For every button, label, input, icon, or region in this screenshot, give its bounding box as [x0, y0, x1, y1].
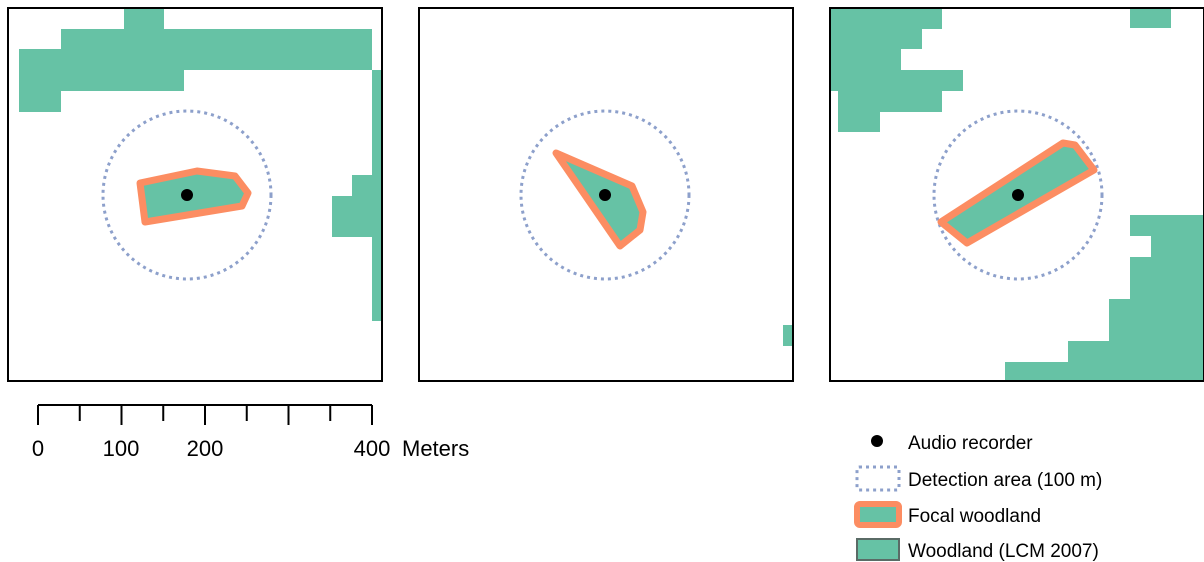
- focal-woodland-patch: [136, 167, 252, 226]
- legend-item-focal-woodland: Focal woodland: [854, 501, 1041, 528]
- legend-detection-symbol: [855, 465, 901, 492]
- scale-label-200: 200: [187, 436, 224, 461]
- woodland-patch-northwest: [830, 8, 963, 132]
- woodland-patch-southeast: [1005, 215, 1204, 381]
- legend-focal-symbol: [854, 501, 902, 528]
- audio-recorder-dot: [1012, 189, 1024, 201]
- legend-item-woodland-lcm: Woodland (LCM 2007): [856, 538, 1099, 562]
- map-panel-3-frame: [829, 7, 1204, 382]
- scale-bar-ticks: [37, 405, 373, 425]
- woodland-patch-east-strip: [332, 70, 382, 321]
- map-panel-3: [829, 7, 1204, 382]
- audio-recorder-dot: [181, 189, 193, 201]
- scale-unit-label: Meters: [402, 436, 469, 461]
- detection-area-circle: [932, 109, 1104, 281]
- legend-label-audio-recorder: Audio recorder: [908, 433, 1033, 454]
- map-panel-2-frame: [418, 7, 794, 382]
- map-panel-1: [7, 7, 383, 382]
- legend-woodland-symbol: [856, 538, 900, 561]
- map-panel-2: [418, 7, 794, 382]
- woodland-patch-north: [19, 8, 372, 112]
- legend-item-audio-recorder: Audio recorder: [871, 433, 1033, 454]
- legend-label-detection-area: Detection area (100 m): [908, 470, 1102, 491]
- woodland-patch-small: [783, 325, 793, 346]
- detection-area-circle: [101, 109, 273, 281]
- legend: Audio recorder Detection area (100 m) Fo…: [854, 433, 1102, 562]
- legend-label-woodland-lcm: Woodland (LCM 2007): [908, 541, 1099, 562]
- scale-label-0: 0: [32, 436, 44, 461]
- scale-bar: 0 100 200 400 Meters: [32, 404, 469, 461]
- map-panel-1-frame: [7, 7, 383, 382]
- legend-item-detection-area: Detection area (100 m): [855, 465, 1102, 492]
- legend-label-focal-woodland: Focal woodland: [908, 506, 1041, 527]
- focal-woodland-patch: [552, 149, 647, 250]
- detection-area-circle: [519, 109, 691, 281]
- audio-recorder-dot: [599, 189, 611, 201]
- woodland-patch-north-small: [1130, 8, 1171, 28]
- scale-label-400: 400: [354, 436, 391, 461]
- legend-recorder-symbol: [871, 435, 883, 447]
- scale-label-100: 100: [103, 436, 140, 461]
